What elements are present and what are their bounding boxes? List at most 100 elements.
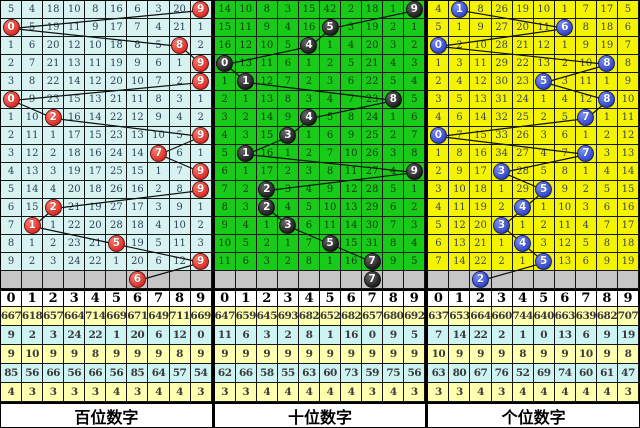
trend-cell: 30: [491, 73, 513, 91]
trend-cell: 2: [22, 253, 44, 271]
stat-cell: 56: [404, 364, 426, 383]
stat-cell: 9: [341, 345, 363, 364]
trend-cell: 19: [85, 199, 107, 217]
trend-cell: 18: [64, 145, 86, 163]
trend-cell: 16: [341, 253, 363, 271]
stat-cell: 9: [1, 345, 23, 364]
stats-row-3: 62 66 58 55 63 60 73 59 75 56: [214, 364, 426, 383]
stat-cell: 0: [533, 326, 555, 345]
trend-cell: 13: [533, 55, 555, 73]
trend-cell: 8: [169, 37, 191, 55]
trend-cell: 13: [617, 145, 640, 163]
stat-cell: 3: [214, 383, 236, 402]
drawn-ball: 5: [535, 181, 553, 198]
trend-cell: 4: [449, 73, 471, 91]
stat-cell: 22: [470, 326, 492, 345]
trend-cell: 24: [106, 145, 128, 163]
stat-cell: 744: [512, 307, 534, 326]
digit-header-cell: 3: [64, 291, 86, 307]
trend-cell: 12: [554, 235, 576, 253]
stat-cell: 693: [277, 307, 299, 326]
trend-cell: 8: [85, 1, 107, 19]
trend-cell: 13: [554, 253, 576, 271]
stat-cell: 3: [256, 326, 278, 345]
trend-cell: 18: [85, 181, 107, 199]
pending-row-cell: [404, 271, 426, 289]
pending-row-cell: [512, 271, 534, 289]
drawn-ball: 7: [363, 253, 381, 270]
pending-row-cell: [214, 271, 236, 289]
drawn-ball: 9: [192, 181, 210, 198]
trend-cell: 0: [1, 91, 23, 109]
stat-cell: 64: [148, 364, 170, 383]
trend-cell: 12: [575, 91, 597, 109]
trend-cell: 4: [404, 73, 426, 91]
stat-cell: 680: [383, 307, 405, 326]
drawn-ball: 1: [450, 1, 468, 18]
stat-cell: 67: [470, 364, 492, 383]
drawn-ball: 7: [577, 145, 595, 162]
trend-cell: 2: [320, 55, 342, 73]
trend-cell: 10: [320, 199, 342, 217]
pending-row-cell: [596, 271, 618, 289]
trend-cell: 6: [148, 253, 170, 271]
trend-cell: 3: [596, 145, 618, 163]
stat-cell: 9: [190, 345, 212, 364]
trend-cell: 8: [1, 235, 23, 253]
stats-row-3: 63 80 67 76 52 69 74 60 61 47: [428, 364, 640, 383]
trend-cell: 15: [256, 127, 278, 145]
trend-cell: 5: [22, 19, 44, 37]
trend-cell: 3: [383, 37, 405, 55]
trend-cell: 6: [277, 55, 299, 73]
trend-cell: 6: [235, 253, 257, 271]
trend-cell: 17: [470, 163, 492, 181]
digit-header-cell: 7: [575, 291, 597, 307]
trend-cell: 12: [235, 37, 257, 55]
trend-cell: 3: [235, 127, 257, 145]
stat-cell: 659: [235, 307, 257, 326]
trend-cell: 1: [449, 1, 471, 19]
digit-header-cell: 6: [554, 291, 576, 307]
stat-cell: 56: [106, 364, 128, 383]
trend-cell: 7: [148, 145, 170, 163]
stat-cell: 3: [43, 326, 65, 345]
trend-cell: 3: [575, 199, 597, 217]
stat-cell: 12: [169, 326, 191, 345]
stat-cell: 1: [320, 326, 342, 345]
trend-cell: 4: [383, 55, 405, 73]
pending-row-cell: [85, 271, 107, 289]
trend-cell: 8: [169, 181, 191, 199]
trend-cell: 8: [596, 235, 618, 253]
trend-cell: 1: [575, 127, 597, 145]
trend-cell: 5: [148, 235, 170, 253]
stat-cell: 682: [341, 307, 363, 326]
digit-header-cell: 0: [214, 291, 236, 307]
pending-row-cell: [320, 271, 342, 289]
trend-cell: 5: [1, 1, 23, 19]
trend-cell: 4: [235, 217, 257, 235]
stat-cell: 10: [22, 345, 44, 364]
trend-cell: 7: [383, 217, 405, 235]
stat-cell: 4: [383, 383, 405, 402]
digit-header-cell: 1: [22, 291, 44, 307]
trend-cell: 25: [106, 163, 128, 181]
trend-cell: 21: [169, 19, 191, 37]
drawn-ball: 2: [258, 181, 276, 198]
trend-cell: 22: [106, 109, 128, 127]
stat-cell: 7: [428, 326, 450, 345]
trend-cell: 8: [383, 91, 405, 109]
stat-cell: 707: [617, 307, 640, 326]
trend-cell: 20: [362, 37, 384, 55]
trend-cell: 3: [277, 181, 299, 199]
trend-cell: 3: [148, 199, 170, 217]
stat-cell: 3: [127, 383, 149, 402]
trend-cell: 1: [43, 127, 65, 145]
trend-cell: 11: [127, 91, 149, 109]
trend-cell: 1: [22, 235, 44, 253]
trend-cell: 8: [22, 73, 44, 91]
stat-cell: 11: [214, 326, 236, 345]
pending-row-cell: [190, 271, 212, 289]
trend-cell: 7: [214, 181, 236, 199]
trend-cell: 1: [148, 163, 170, 181]
